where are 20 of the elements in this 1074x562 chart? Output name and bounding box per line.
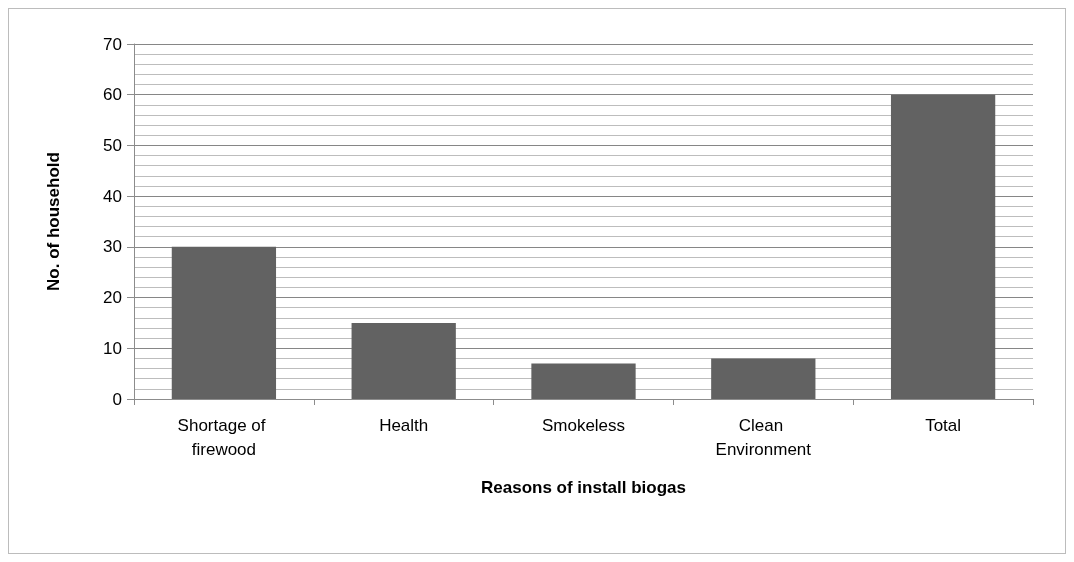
y-tick-label: 20 xyxy=(103,288,122,308)
y-tick-label: 0 xyxy=(112,389,122,409)
bar xyxy=(890,94,996,399)
y-tick-label: 60 xyxy=(103,85,122,105)
x-tick-label: Clean Environment xyxy=(715,415,812,459)
x-tick-label: Shortage of firewood xyxy=(177,415,271,459)
y-tick-label: 70 xyxy=(103,34,122,54)
x-axis-title: Reasons of install biogas xyxy=(481,478,686,497)
x-tick-label: Smokeless xyxy=(541,415,626,435)
bar xyxy=(531,363,636,399)
y-tick-label: 10 xyxy=(103,338,122,358)
y-tick-label: 50 xyxy=(103,135,122,155)
y-tick-label: 30 xyxy=(103,237,122,257)
bar xyxy=(351,322,456,399)
y-tick-label: 40 xyxy=(103,186,122,206)
x-tick-label: Total xyxy=(925,415,962,435)
bar xyxy=(711,358,816,399)
x-tick-label: Health xyxy=(379,415,429,435)
y-axis-title: No. of household xyxy=(44,152,63,291)
bar xyxy=(171,246,277,399)
